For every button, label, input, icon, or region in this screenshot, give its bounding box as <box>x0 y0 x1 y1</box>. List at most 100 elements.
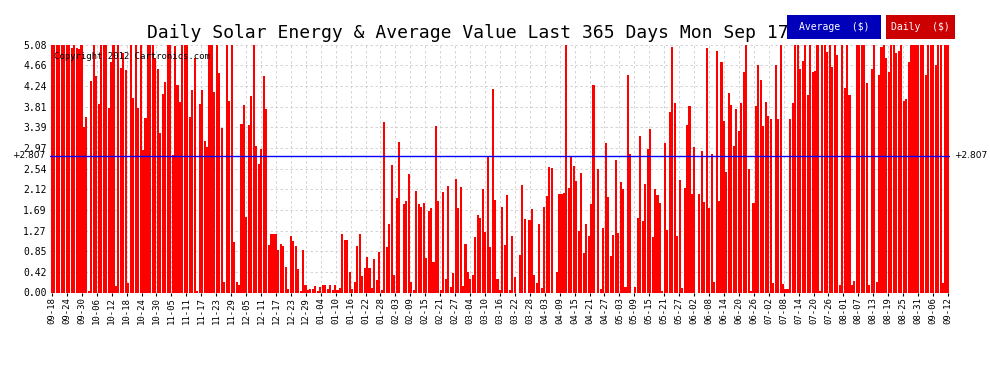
Bar <box>410 282 413 292</box>
Bar <box>880 47 882 292</box>
Bar <box>267 245 269 292</box>
Bar <box>186 45 188 292</box>
Bar <box>60 45 62 292</box>
Bar <box>846 45 848 292</box>
Bar <box>339 288 341 292</box>
Text: Average  ($): Average ($) <box>799 22 869 32</box>
Bar <box>792 103 794 292</box>
Bar <box>248 125 249 292</box>
Bar <box>63 45 65 292</box>
Bar <box>853 281 855 292</box>
Bar <box>860 45 863 292</box>
Bar <box>673 103 676 292</box>
Bar <box>590 204 592 292</box>
Bar <box>536 283 538 292</box>
Bar <box>875 282 877 292</box>
Bar <box>822 45 824 292</box>
Bar <box>713 282 715 292</box>
Bar <box>149 45 151 292</box>
Bar <box>108 108 110 292</box>
Bar <box>262 76 264 292</box>
Bar <box>723 121 725 292</box>
Bar <box>868 285 870 292</box>
Bar <box>189 117 191 292</box>
Bar <box>802 61 804 292</box>
Bar <box>575 181 577 292</box>
Bar <box>214 92 216 292</box>
Bar <box>68 45 70 292</box>
Bar <box>541 288 543 292</box>
Bar <box>928 45 930 292</box>
Bar <box>509 290 511 292</box>
Bar <box>708 209 710 292</box>
Bar <box>738 131 740 292</box>
Bar <box>265 109 267 292</box>
Bar <box>617 233 619 292</box>
Bar <box>521 185 523 292</box>
Bar <box>238 285 241 292</box>
Bar <box>482 189 484 292</box>
Bar <box>302 250 304 292</box>
Bar <box>290 236 292 292</box>
Bar <box>829 45 831 292</box>
Text: Copyright 2012 Cartronics.com: Copyright 2012 Cartronics.com <box>54 53 210 62</box>
Bar <box>888 72 890 292</box>
Bar <box>147 45 149 292</box>
Bar <box>504 244 506 292</box>
Bar <box>447 186 449 292</box>
Bar <box>65 45 67 292</box>
Bar <box>300 291 302 292</box>
Bar <box>642 222 644 292</box>
Bar <box>348 272 350 292</box>
Bar <box>701 152 703 292</box>
Bar <box>832 67 834 292</box>
Bar <box>764 102 767 292</box>
Bar <box>898 51 900 292</box>
Bar <box>491 89 494 292</box>
Bar <box>228 101 231 292</box>
Bar <box>479 218 481 292</box>
Bar <box>920 45 922 292</box>
Bar <box>819 291 821 292</box>
Bar <box>656 195 658 292</box>
Bar <box>506 195 509 292</box>
Bar <box>309 289 312 292</box>
Bar <box>873 45 875 292</box>
Bar <box>539 224 541 292</box>
Bar <box>452 273 454 292</box>
Bar <box>698 194 700 292</box>
Bar <box>615 160 617 292</box>
Bar <box>275 234 277 292</box>
Bar <box>784 288 786 292</box>
Text: +2.807: +2.807 <box>12 151 46 160</box>
Bar <box>140 45 142 292</box>
Bar <box>206 147 208 292</box>
Bar <box>600 290 602 292</box>
Bar <box>413 290 415 292</box>
Bar <box>381 290 383 292</box>
Bar <box>376 280 378 292</box>
Bar <box>752 204 754 292</box>
Bar <box>529 220 531 292</box>
Bar <box>344 240 346 292</box>
Bar <box>179 102 181 292</box>
Bar <box>85 117 87 292</box>
Bar <box>834 45 836 292</box>
Bar <box>812 72 814 292</box>
Bar <box>842 45 843 292</box>
Bar <box>910 45 912 292</box>
Bar <box>923 45 925 292</box>
Bar <box>706 48 708 292</box>
Bar <box>145 118 147 292</box>
Bar <box>277 251 279 292</box>
Bar <box>358 234 360 292</box>
Bar <box>73 45 75 292</box>
Bar <box>597 169 600 292</box>
Bar <box>870 69 872 292</box>
Bar <box>804 45 806 292</box>
Bar <box>396 198 398 292</box>
Bar <box>908 62 910 292</box>
Bar <box>257 164 259 292</box>
Bar <box>184 45 186 292</box>
Bar <box>563 193 565 292</box>
